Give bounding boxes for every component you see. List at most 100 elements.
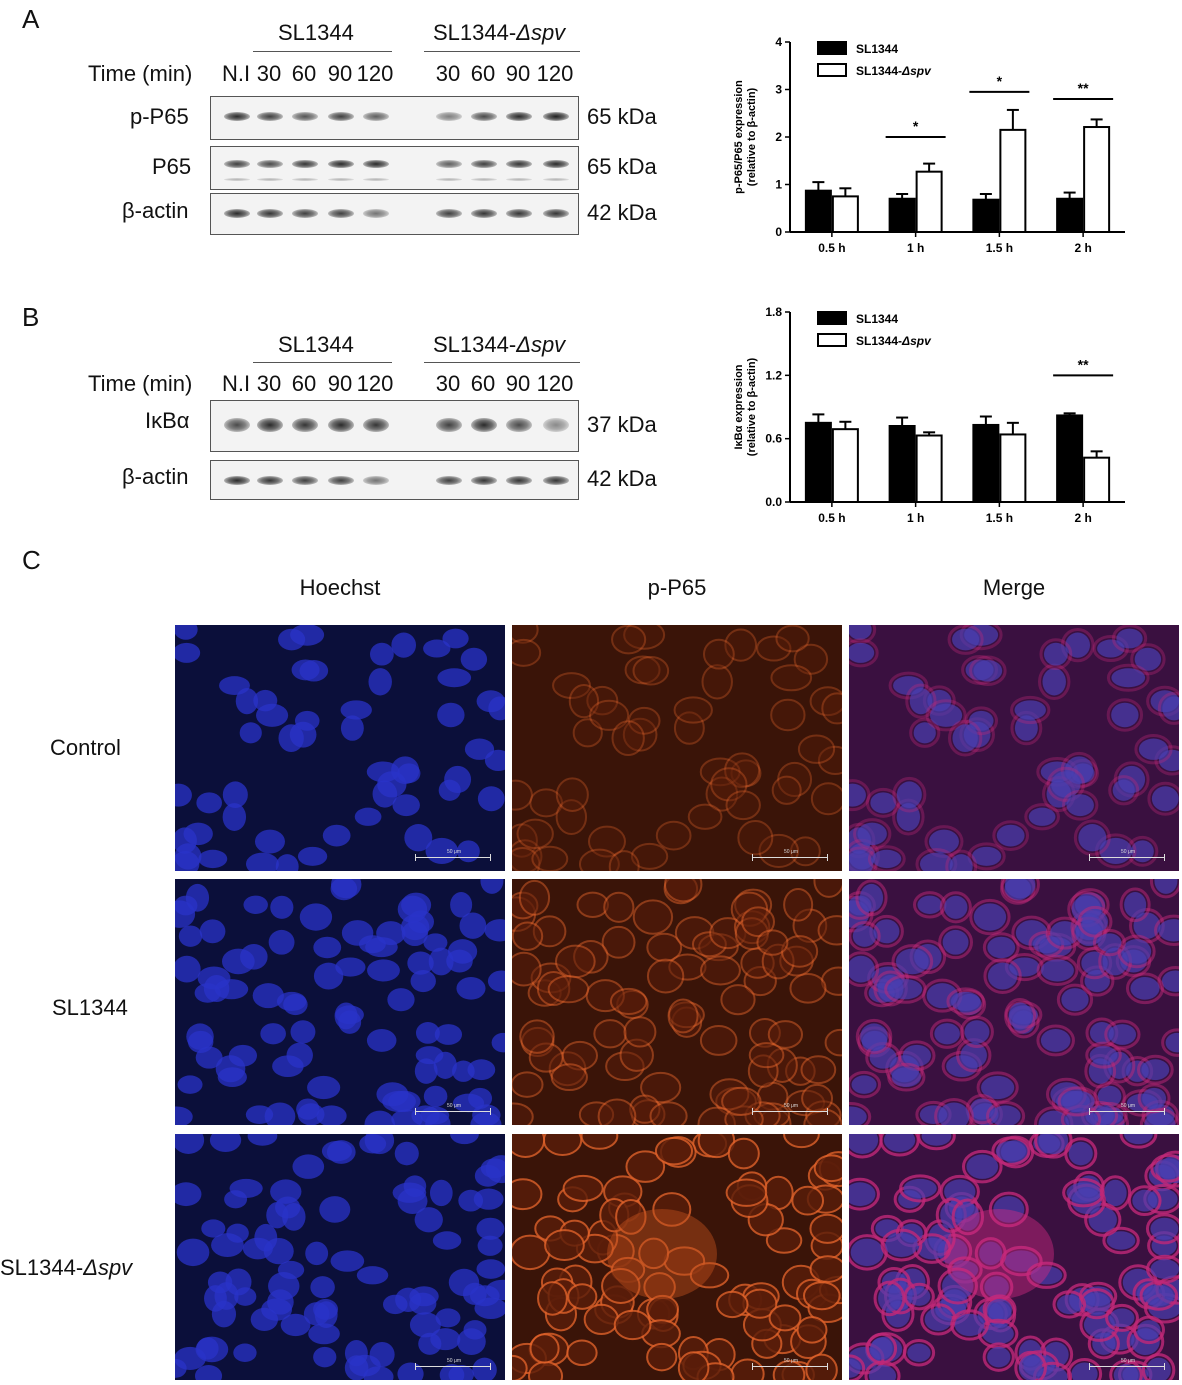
chart-a-sig-label: * bbox=[913, 118, 919, 134]
band bbox=[292, 475, 318, 485]
cell bbox=[880, 1228, 923, 1262]
cell bbox=[809, 1255, 842, 1283]
nucleus bbox=[990, 1105, 1021, 1125]
nucleus bbox=[470, 1112, 502, 1125]
cell bbox=[985, 1100, 1026, 1125]
chart-b-bar bbox=[999, 433, 1027, 503]
cell bbox=[982, 1294, 1017, 1325]
nucleus bbox=[1097, 933, 1122, 952]
cell bbox=[512, 1354, 528, 1380]
micrograph-control-hoechst: 50 μm bbox=[175, 625, 505, 871]
cell bbox=[512, 951, 542, 987]
cell bbox=[1125, 972, 1165, 1005]
nucleus bbox=[928, 829, 959, 854]
lane-label-a-7: 90 bbox=[505, 61, 531, 86]
micrograph-sl1344-dspv-hoechst: 50 μm bbox=[175, 1134, 505, 1380]
kda-actin-b: 42 kDa bbox=[587, 466, 657, 491]
scale-bar-label: 50 μm bbox=[784, 1358, 798, 1364]
chart-b-legend-label: SL1344 bbox=[856, 312, 898, 326]
cell bbox=[849, 1177, 880, 1211]
nucleus bbox=[908, 1287, 931, 1306]
cell bbox=[601, 1268, 641, 1305]
chart-a-xtick-label: 2 h bbox=[1074, 241, 1091, 255]
cell bbox=[1130, 643, 1166, 676]
cell bbox=[992, 820, 1030, 851]
chart-b-bar bbox=[804, 421, 832, 503]
nucleus bbox=[228, 1044, 258, 1067]
cell bbox=[689, 1262, 730, 1289]
scale-bar bbox=[752, 854, 828, 861]
cell bbox=[809, 1213, 842, 1244]
cell bbox=[849, 638, 879, 668]
nucleus bbox=[883, 1134, 916, 1152]
chart-b-bar bbox=[1056, 414, 1084, 503]
group-label-wt: SL1344 bbox=[278, 20, 354, 45]
nucleus bbox=[1161, 970, 1179, 992]
nucleus bbox=[1106, 1231, 1136, 1250]
nucleus bbox=[418, 1332, 442, 1355]
cell bbox=[892, 776, 927, 813]
nucleus bbox=[310, 1276, 335, 1299]
chart-a-ytick-label: 3 bbox=[775, 83, 782, 97]
cell bbox=[554, 944, 596, 979]
chart-a: 0 1 2 3 4 p-P65/P65 expression (relative to β-… bbox=[733, 35, 1125, 255]
nucleus bbox=[849, 1358, 861, 1378]
nucleus bbox=[280, 1313, 311, 1337]
cell bbox=[783, 887, 814, 922]
column-header-hoechst: Hoechst bbox=[299, 575, 381, 600]
nucleus bbox=[344, 1355, 369, 1380]
nucleus bbox=[1018, 1355, 1043, 1380]
nucleus bbox=[491, 1032, 505, 1053]
chart-b-bar bbox=[972, 423, 1000, 503]
cell bbox=[705, 776, 739, 812]
nucleus bbox=[1009, 957, 1040, 977]
time-label: Time (min) bbox=[88, 61, 193, 86]
micrograph-sl1344-hoechst: 50 μm bbox=[175, 879, 505, 1125]
band bbox=[471, 475, 497, 485]
chart-b-ylabel: IκBα expression bbox=[733, 364, 745, 449]
band bbox=[471, 418, 497, 432]
nucleus bbox=[926, 983, 958, 1009]
cell bbox=[667, 998, 699, 1034]
nucleus bbox=[252, 983, 284, 1009]
nucleus bbox=[356, 1266, 389, 1285]
micrograph-sl1344-dspv-p-p65: 50 μm bbox=[512, 1134, 842, 1380]
cell bbox=[810, 782, 842, 816]
nucleus bbox=[480, 879, 504, 894]
chart-b-legend-label: SL1344-Δspv bbox=[856, 334, 932, 348]
cell bbox=[1104, 1019, 1141, 1050]
cell bbox=[699, 757, 741, 787]
micrograph-sl1344-dspv-merge: 50 μm bbox=[849, 1134, 1179, 1380]
nucleus bbox=[254, 829, 285, 854]
nucleus bbox=[410, 970, 436, 993]
cell bbox=[741, 906, 775, 938]
cell bbox=[967, 842, 1006, 871]
cell bbox=[608, 850, 640, 871]
nucleus bbox=[888, 979, 923, 1000]
nucleus bbox=[415, 1046, 444, 1065]
nucleus bbox=[243, 895, 268, 915]
cell bbox=[849, 920, 881, 952]
cell bbox=[756, 929, 789, 956]
cell bbox=[802, 1281, 841, 1311]
scale-bar-label: 50 μm bbox=[1121, 1358, 1135, 1364]
nucleus bbox=[868, 1364, 897, 1380]
nucleus bbox=[477, 786, 505, 812]
nucleus bbox=[313, 936, 342, 959]
nucleus bbox=[981, 1075, 1015, 1100]
row-header-sl1344: SL1344 bbox=[52, 995, 128, 1020]
group-underline-wt-b bbox=[253, 362, 392, 363]
chart-a-bar bbox=[804, 189, 832, 234]
scale-bar-label: 50 μm bbox=[447, 1358, 461, 1364]
nucleus bbox=[363, 1366, 394, 1380]
nucleus bbox=[456, 977, 486, 1000]
nucleus bbox=[275, 854, 299, 871]
nucleus bbox=[245, 852, 279, 871]
cell bbox=[593, 1019, 627, 1049]
scale-bar-label: 50 μm bbox=[447, 849, 461, 855]
cell bbox=[909, 717, 941, 748]
cell bbox=[512, 1102, 534, 1125]
nucleus bbox=[852, 925, 877, 947]
cell bbox=[655, 820, 692, 851]
lane-label-b-3: 90 bbox=[327, 371, 353, 396]
